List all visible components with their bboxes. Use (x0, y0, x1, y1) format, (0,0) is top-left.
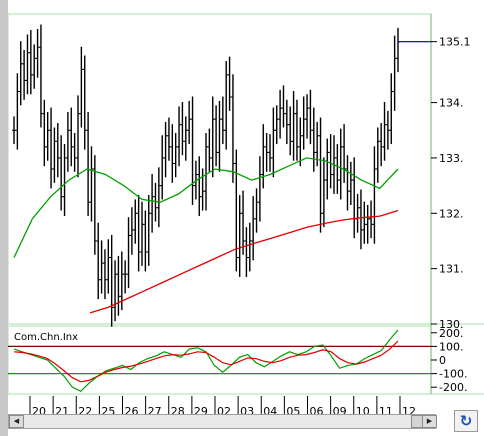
price-tick-label: 131. (439, 263, 464, 276)
price-axis: 135.1 134. 133. 132. 131. 130. (431, 36, 471, 331)
price-bars (12, 24, 400, 327)
price-tick-label: 130. (439, 318, 464, 331)
price-tick-label: 134. (439, 97, 464, 110)
refresh-icon[interactable]: ↻ (454, 410, 478, 432)
indicator-title: Com.Chn.Inx (14, 332, 78, 343)
indicator-tick-label: 200. (439, 327, 464, 340)
moving-average-lines (13, 157, 399, 314)
price-tick-label: 135.1 (439, 36, 471, 49)
indicator-tick-label: 0 (439, 354, 446, 367)
indicator-tick-label: -100. (439, 368, 467, 381)
price-tick-label: 132. (439, 207, 464, 220)
short-ma-line (13, 157, 399, 258)
indicator-tick-label: 100. (439, 340, 464, 353)
indicator-panel: Com.Chn.Inx (8, 329, 431, 393)
long-ma-line (89, 209, 399, 314)
indicator-signal-line (13, 340, 399, 383)
scroll-right-button[interactable]: ▶ (422, 415, 437, 428)
indicator-axis: 200.100.0-100.-200. (431, 327, 467, 394)
indicator-index-line (13, 329, 399, 393)
price-tick-label: 133. (439, 152, 464, 165)
indicator-tick-label: -200. (439, 381, 467, 394)
horizontal-scrollbar[interactable]: ◀ ▶ (8, 414, 437, 429)
scroll-left-button[interactable]: ◀ (9, 415, 24, 428)
